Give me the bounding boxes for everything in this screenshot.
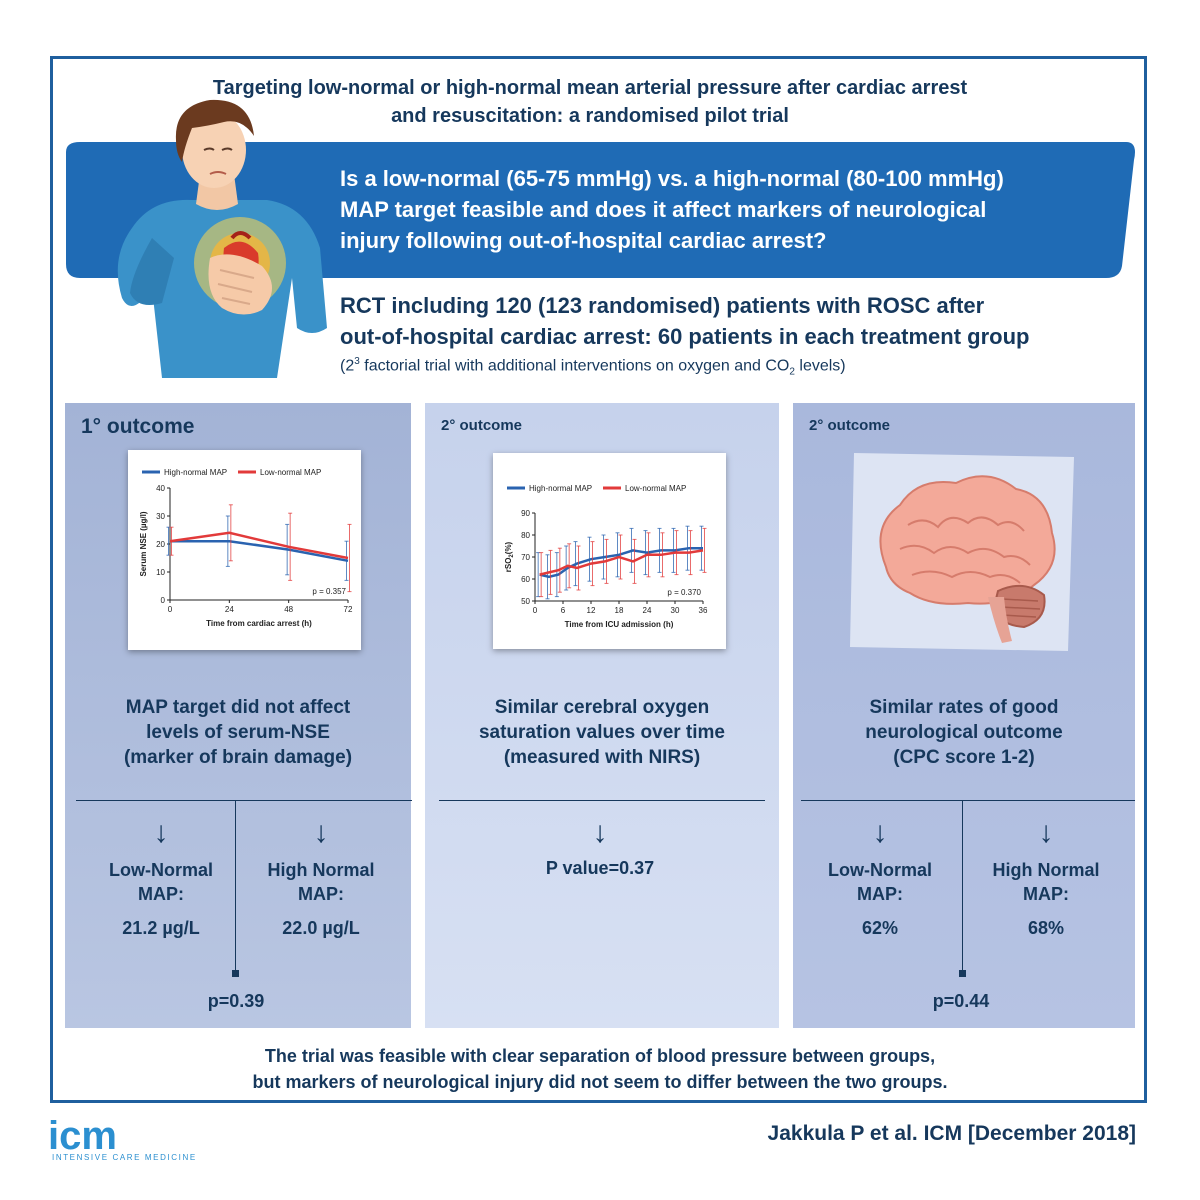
rso2-chart: High-normal MAP Low-normal MAP 0 6 12 18 24 30 3… [504,484,708,629]
series-line [170,539,349,563]
split-line [76,800,412,801]
low-normal-value: 62% [861,918,899,938]
low-normal-label: Low-Normal MAP: [827,860,932,904]
y-axis-label: Serum NSE (µg/l) [139,511,148,576]
divider-line [235,800,236,973]
infographic-frame [50,56,1147,1103]
x-tick-label: 12 [587,606,596,615]
y-tick-label: 10 [156,568,165,577]
y-tick-label: 30 [156,512,165,521]
connector-dot [959,970,966,977]
y-tick-label: 80 [521,531,530,540]
high-normal-label: High Normal MAP: [992,860,1100,904]
research-question: Is a low-normal (65-75 mmHg) vs. a high-… [340,163,1100,256]
y-tick-label: 60 [521,575,530,584]
study-design: RCT including 120 (123 randomised) patie… [340,290,1140,352]
panel-tag: 1° outcome [81,415,195,438]
x-axis-label: Time from cardiac arrest (h) [206,619,312,628]
y-tick-label: 0 [161,596,166,605]
design-line-1: RCT including 120 (123 randomised) patie… [340,293,985,318]
conclusion-line-2: but markers of neurological injury did n… [252,1072,948,1092]
x-axis-label: Time from ICU admission (h) [565,620,674,629]
infographic-title: Targeting low-normal or high-normal mean… [140,74,1040,130]
y-tick-label: 40 [156,484,165,493]
citation: Jakkula P et al. ICM [December 2018] [767,1122,1136,1145]
x-tick-label: 0 [533,606,538,615]
y-tick-label: 20 [156,540,165,549]
patient-chest-pain-illustration [117,99,327,378]
secondary-outcome-cpc-panel: 2° outcome Similar rates of good neurolog… [793,403,1135,1028]
arrow-down-icon: ↓ [153,816,169,849]
low-normal-label: Low-Normal MAP: [108,860,213,904]
divider-line [962,800,963,973]
p-value: p=0.44 [932,991,990,1011]
arrow-down-icon: ↓ [313,816,329,849]
factorial-note: (23 factorial trial with additional inte… [340,356,846,378]
conclusion-line-1: The trial was feasible with clear separa… [264,1046,936,1066]
y-tick-label: 50 [521,597,530,606]
p-value-annotation: p = 0.370 [667,588,701,597]
panel-tag: 2° outcome [809,417,891,434]
logo-mark: icm [48,1115,117,1155]
secondary-outcome-nirs-panel: 2° outcome High-normal MAP Low-normal MAP… [425,403,779,1028]
split-line [439,800,765,801]
cpc-finding: Similar rates of good neurological outcom… [865,697,1063,768]
high-normal-value: 22.0 µg/L [282,918,360,938]
design-line-2: out-of-hospital cardiac arrest: 60 patie… [340,324,1030,349]
p-value-annotation: p = 0.357 [312,587,346,596]
legend-label: Low-normal MAP [260,468,321,477]
primary-outcome-panel: 1° outcome High-normal MAP Low-normal MAP… [65,403,412,1028]
title-line-2: and resuscitation: a randomised pilot tr… [391,105,789,127]
legend-label: Low-normal MAP [625,484,686,493]
arrow-down-icon: ↓ [1038,816,1054,849]
p-value: p=0.39 [207,991,265,1011]
connector-dot [232,970,239,977]
x-tick-label: 6 [561,606,566,615]
series-line [539,549,704,576]
x-tick-label: 36 [699,606,708,615]
series-line [169,531,349,560]
high-normal-value: 68% [1027,918,1065,938]
y-axis-label: rSO2(%) [504,541,515,572]
x-tick-label: 24 [643,606,652,615]
primary-finding: MAP target did not affect levels of serum… [123,697,353,768]
y-tick-label: 70 [521,553,530,562]
question-line-1: Is a low-normal (65-75 mmHg) vs. a high-… [340,166,1004,191]
title-line-1: Targeting low-normal or high-normal mean… [212,77,968,99]
x-tick-label: 30 [671,606,680,615]
x-tick-label: 48 [284,605,293,614]
question-line-2: MAP target feasible and does it affect m… [340,197,987,222]
x-tick-label: 18 [615,606,624,615]
high-normal-label: High Normal MAP: [267,860,375,904]
p-value: P value=0.37 [545,858,655,878]
rso2-chart-card: High-normal MAP Low-normal MAP 0 6 12 18 24 30 3… [493,453,726,649]
question-line-3: injury following out-of-hospital cardiac… [340,228,827,253]
legend-label: High-normal MAP [529,484,592,493]
conclusion: The trial was feasible with clear separa… [100,1043,1100,1095]
nirs-finding: Similar cerebral oxygen saturation values… [478,697,726,768]
arrow-down-icon: ↓ [592,816,608,849]
question-banner [66,140,1138,280]
panel-tag: 2° outcome [441,417,523,434]
legend-label: High-normal MAP [164,468,227,477]
nse-chart-card: High-normal MAP Low-normal MAP 0 24 48 72 0 10 2… [128,450,361,650]
icm-logo: icm [48,1115,117,1155]
nse-chart: High-normal MAP Low-normal MAP 0 24 48 72 0 10 2… [139,468,353,628]
low-normal-value: 21.2 µg/L [122,918,200,938]
x-tick-label: 72 [344,605,353,614]
y-tick-label: 90 [521,509,530,518]
x-tick-label: 24 [225,605,234,614]
logo-subtitle: INTENSIVE CARE MEDICINE [52,1153,197,1162]
split-line [801,800,1135,801]
arrow-down-icon: ↓ [872,816,888,849]
brain-illustration [850,453,1074,651]
x-tick-label: 0 [168,605,173,614]
